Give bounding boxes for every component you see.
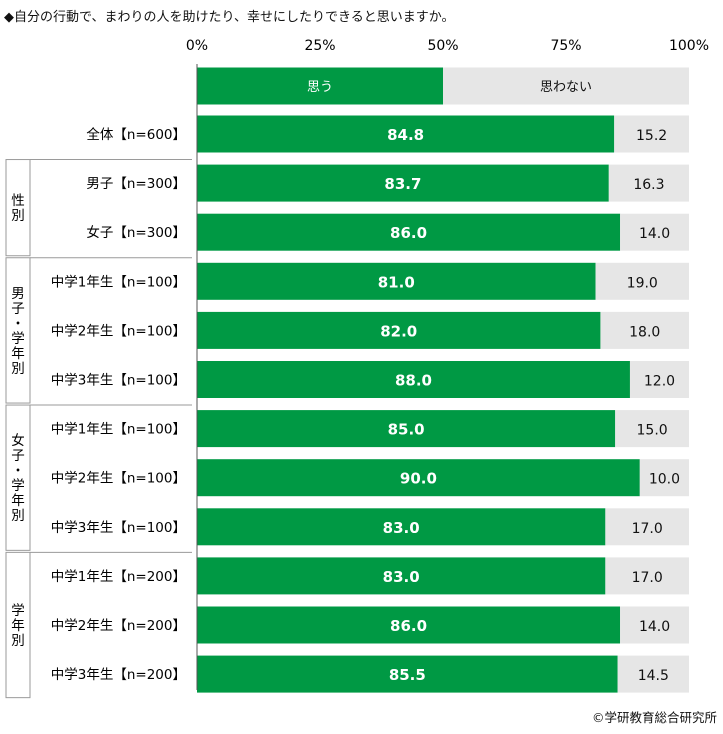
x-tick-label: 50% [427,38,458,54]
group-label-char: 別 [11,508,25,524]
category-label: 中学1年生【n=100】 [51,422,186,438]
data-label-yes: 85.0 [388,421,425,439]
legend-no-swatch [443,67,689,105]
data-label-no: 17.0 [632,521,663,537]
copyright-source: ©学研教育総合研究所 [591,710,717,725]
group-label-char: ・ [11,463,25,479]
group-label-char: 子 [11,301,25,317]
group-box [5,404,31,551]
bar-no [600,311,689,349]
x-tick-label: 0% [186,38,208,54]
bar-no [615,410,689,448]
data-label-yes: 85.5 [389,666,426,684]
bar-yes [197,213,621,251]
legend-yes-label: 思う [307,80,333,95]
data-label-yes: 83.0 [383,568,420,586]
bar-no [605,557,689,595]
group-label-char: 性 [11,193,25,209]
bar-yes [197,361,630,398]
legend-no-label: 思わない [540,80,592,95]
bar-no [629,361,689,398]
category-label: 中学2年生【n=100】 [51,471,186,487]
bar-no [639,459,689,497]
category-label: 中学2年生【n=200】 [51,618,186,634]
chart-title: ◆自分の行動で、まわりの人を助けたり、幸せにしたりできると思いますか。 [4,10,455,25]
data-label-yes: 86.0 [390,617,427,635]
data-label-no: 15.0 [637,423,668,439]
bar-yes [197,557,606,595]
bar-yes [197,655,618,693]
bar-no [617,655,689,693]
group-label-char: 学 [11,603,25,619]
data-label-no: 18.0 [629,324,660,340]
group-label-char: 年 [11,346,25,362]
bar-yes [197,459,640,497]
category-label: 中学2年生【n=100】 [51,323,186,339]
category-label: 中学3年生【n=200】 [51,667,186,683]
data-label-yes: 88.0 [395,372,432,390]
legend-yes-swatch [197,67,443,105]
group-label-char: 女 [11,432,25,449]
category-label: 女子【n=300】 [86,224,186,241]
data-label-no: 17.0 [632,570,663,586]
data-label-yes: 82.0 [380,322,417,340]
data-label-yes: 90.0 [400,470,437,488]
category-label: 中学1年生【n=200】 [51,569,186,585]
data-label-yes: 86.0 [390,224,427,242]
category-label: 男子【n=300】 [86,176,186,192]
data-label-no: 14.0 [639,226,670,242]
bar-yes [197,606,621,644]
x-tick-label: 25% [304,38,335,54]
group-label-char: 学 [11,478,25,494]
data-label-no: 15.2 [636,128,667,144]
data-label-no: 12.0 [644,374,675,390]
group-label-char: 別 [11,633,25,649]
bar-no [595,262,689,300]
category-label: 中学3年生【n=100】 [51,373,186,389]
category-label: 中学3年生【n=100】 [51,520,186,536]
bar-no [614,115,689,153]
bar-no [608,164,689,202]
data-label-yes: 81.0 [378,273,415,291]
group-label-char: 年 [11,493,25,509]
group-box [5,551,31,699]
bar-yes [197,262,596,300]
bar-yes [197,410,616,448]
data-label-yes: 83.7 [384,175,421,193]
bar-no [620,606,689,644]
data-label-no: 10.0 [649,472,680,488]
category-label: 全体【n=600】 [86,126,186,143]
data-label-no: 14.0 [639,619,670,635]
group-label-char: 男 [11,286,25,302]
group-label-char: 子 [11,448,25,464]
data-label-yes: 84.8 [387,126,424,144]
data-label-no: 14.5 [638,668,669,684]
bar-yes [197,164,609,202]
bar-yes [197,508,606,546]
data-label-yes: 83.0 [383,519,420,537]
group-box [5,257,31,404]
x-tick-label: 75% [550,38,581,54]
bar-no [620,213,689,251]
data-label-no: 16.3 [633,177,664,193]
bar-no [605,508,689,546]
group-label-char: 年 [11,618,25,634]
bar-yes [197,115,615,153]
group-label-char: 別 [11,361,25,377]
data-label-no: 19.0 [627,275,658,291]
group-box [5,159,31,257]
group-label-char: ・ [11,316,25,332]
bar-yes [197,311,601,349]
group-label-char: 別 [11,208,25,224]
category-label: 中学1年生【n=100】 [51,274,186,290]
group-label-char: 学 [11,331,25,347]
x-tick-label: 100% [669,38,709,54]
